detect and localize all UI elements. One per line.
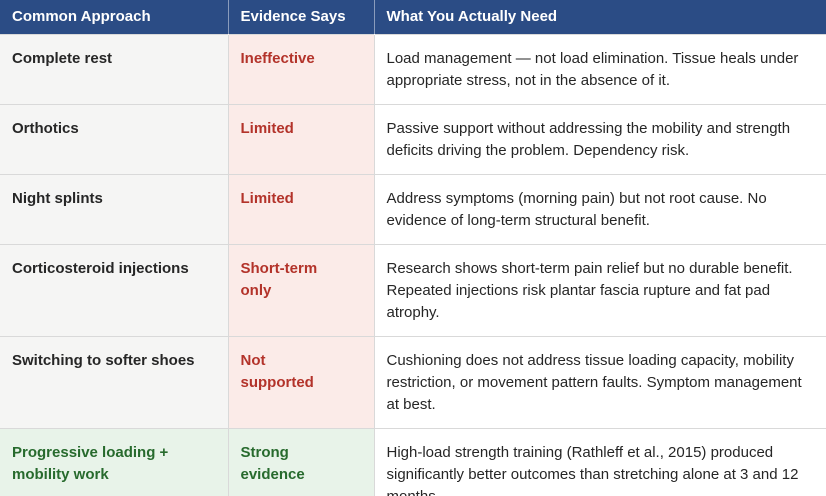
approach-cell: Corticosteroid injections: [0, 243, 228, 336]
evidence-verdict-cell: Limited: [227, 173, 374, 244]
evidence-verdict-cell: Not supported: [227, 335, 374, 428]
approach-cell: Night splints: [0, 173, 228, 244]
column-header-evidence-says: Evidence Says: [227, 0, 374, 34]
table-body: Complete rest Ineffective Load management …: [0, 33, 826, 496]
approach-cell: Switching to softer shoes: [0, 335, 228, 428]
table-row: Complete rest Ineffective Load management …: [0, 33, 826, 104]
explanation-cell: High-load strength training (Rathleff et…: [373, 427, 826, 496]
explanation-cell: Address symptoms (morning pain) but not …: [373, 173, 826, 244]
table-row: Orthotics Limited Passive support without …: [0, 103, 826, 174]
evidence-verdict-cell: Strong evidence: [227, 427, 374, 496]
column-header-common-approach: Common Approach: [0, 0, 228, 34]
explanation-cell: Cushioning does not address tissue loadi…: [373, 335, 826, 428]
evidence-verdict-cell: Limited: [227, 103, 374, 174]
table-row: Progressive loading + mobility work Stron…: [0, 427, 826, 496]
evidence-verdict-cell: Short-term only: [227, 243, 374, 336]
approach-cell: Complete rest: [0, 33, 228, 104]
explanation-cell: Research shows short-term pain relief bu…: [373, 243, 826, 336]
evidence-verdict-cell: Ineffective: [227, 33, 374, 104]
table-row: Night splints Limited Address symptoms (mo…: [0, 173, 826, 244]
explanation-cell: Passive support without addressing the m…: [373, 103, 826, 174]
approach-cell: Orthotics: [0, 103, 228, 174]
table-header-row: Common Approach Evidence Says What You A…: [0, 0, 826, 34]
approach-cell: Progressive loading + mobility work: [0, 427, 228, 496]
table-row: Corticosteroid injections Short-term only…: [0, 243, 826, 336]
column-header-what-you-need: What You Actually Need: [373, 0, 826, 34]
table-row: Switching to softer shoes Not supported Cu…: [0, 335, 826, 428]
explanation-cell: Load management — not load elimination. …: [373, 33, 826, 104]
